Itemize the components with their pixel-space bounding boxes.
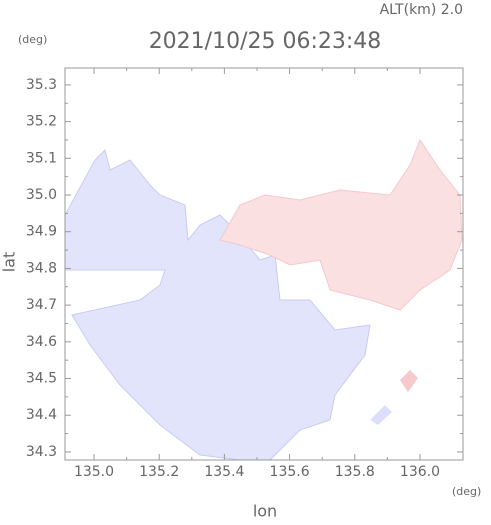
x-tick-label: 136.0 bbox=[400, 464, 440, 480]
y-tick-label: 34.7 bbox=[26, 297, 57, 313]
y-axis-label: lat bbox=[0, 252, 19, 273]
y-tick-label: 35.2 bbox=[26, 114, 57, 130]
y-tick-label: 34.4 bbox=[26, 407, 57, 423]
plot-frame bbox=[64, 67, 464, 461]
y-tick-label: 34.9 bbox=[26, 224, 57, 240]
x-axis-label: lon bbox=[253, 502, 277, 521]
y-unit: (deg) bbox=[18, 33, 47, 46]
x-tick-label: 135.4 bbox=[204, 464, 244, 480]
y-tick-label: 35.0 bbox=[26, 187, 57, 203]
x-tick-label: 135.6 bbox=[270, 464, 310, 480]
altitude: ALT(km) 2.0 bbox=[380, 2, 463, 18]
x-tick-label: 135.2 bbox=[139, 464, 179, 480]
y-tick-label: 35.1 bbox=[26, 150, 57, 166]
y-tick-label: 34.6 bbox=[26, 334, 57, 350]
radar-field bbox=[65, 138, 463, 460]
y-tick-label: 34.5 bbox=[26, 371, 57, 387]
receding-spot bbox=[400, 370, 418, 392]
y-tick-label: 34.3 bbox=[26, 444, 57, 460]
chart-title: 2021/10/25 06:23:48 bbox=[149, 29, 382, 54]
approaching-area bbox=[65, 149, 371, 460]
y-tick-label: 35.3 bbox=[26, 77, 57, 93]
y-tick-label: 34.8 bbox=[26, 260, 57, 276]
approaching-spot bbox=[370, 405, 392, 425]
x-unit: (deg) bbox=[452, 485, 481, 498]
x-tick-label: 135.8 bbox=[335, 464, 375, 480]
x-tick-label: 135.0 bbox=[74, 464, 114, 480]
receding-area bbox=[219, 138, 463, 311]
